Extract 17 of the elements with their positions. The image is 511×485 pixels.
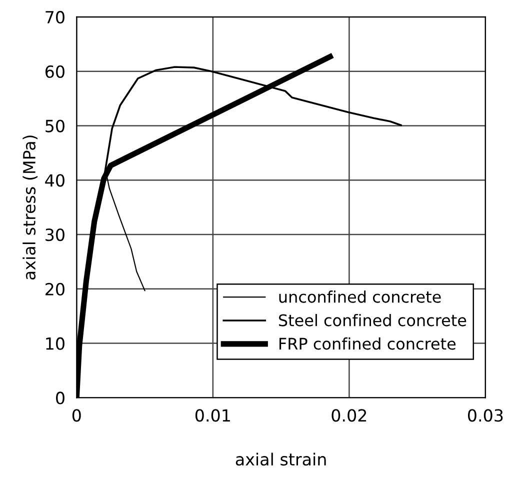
legend-label: FRP confined concrete xyxy=(279,337,456,350)
y-tick-label: 20 xyxy=(46,282,64,296)
y-tick-label: 70 xyxy=(46,10,64,24)
x-tick-label: 0.03 xyxy=(468,409,503,422)
y-tick-label: 40 xyxy=(45,174,64,187)
x-tick-label: 0 xyxy=(72,409,81,422)
x-tick-label: 0.02 xyxy=(332,409,366,422)
legend-label: unconfined concrete xyxy=(279,290,441,303)
y-tick-label: 60 xyxy=(45,65,64,78)
y-tick-label: 10 xyxy=(46,337,64,350)
y-tick-label: 0 xyxy=(56,392,64,404)
legend-label: Steel confined concrete xyxy=(278,314,466,326)
x-axis-title: axial strain xyxy=(236,452,326,466)
y-tick-label: 30 xyxy=(46,228,64,242)
x-tick-label: 0.01 xyxy=(195,409,230,422)
y-axis-title: axial stress (MPa) xyxy=(22,136,38,280)
y-tick-label: 50 xyxy=(46,120,64,132)
